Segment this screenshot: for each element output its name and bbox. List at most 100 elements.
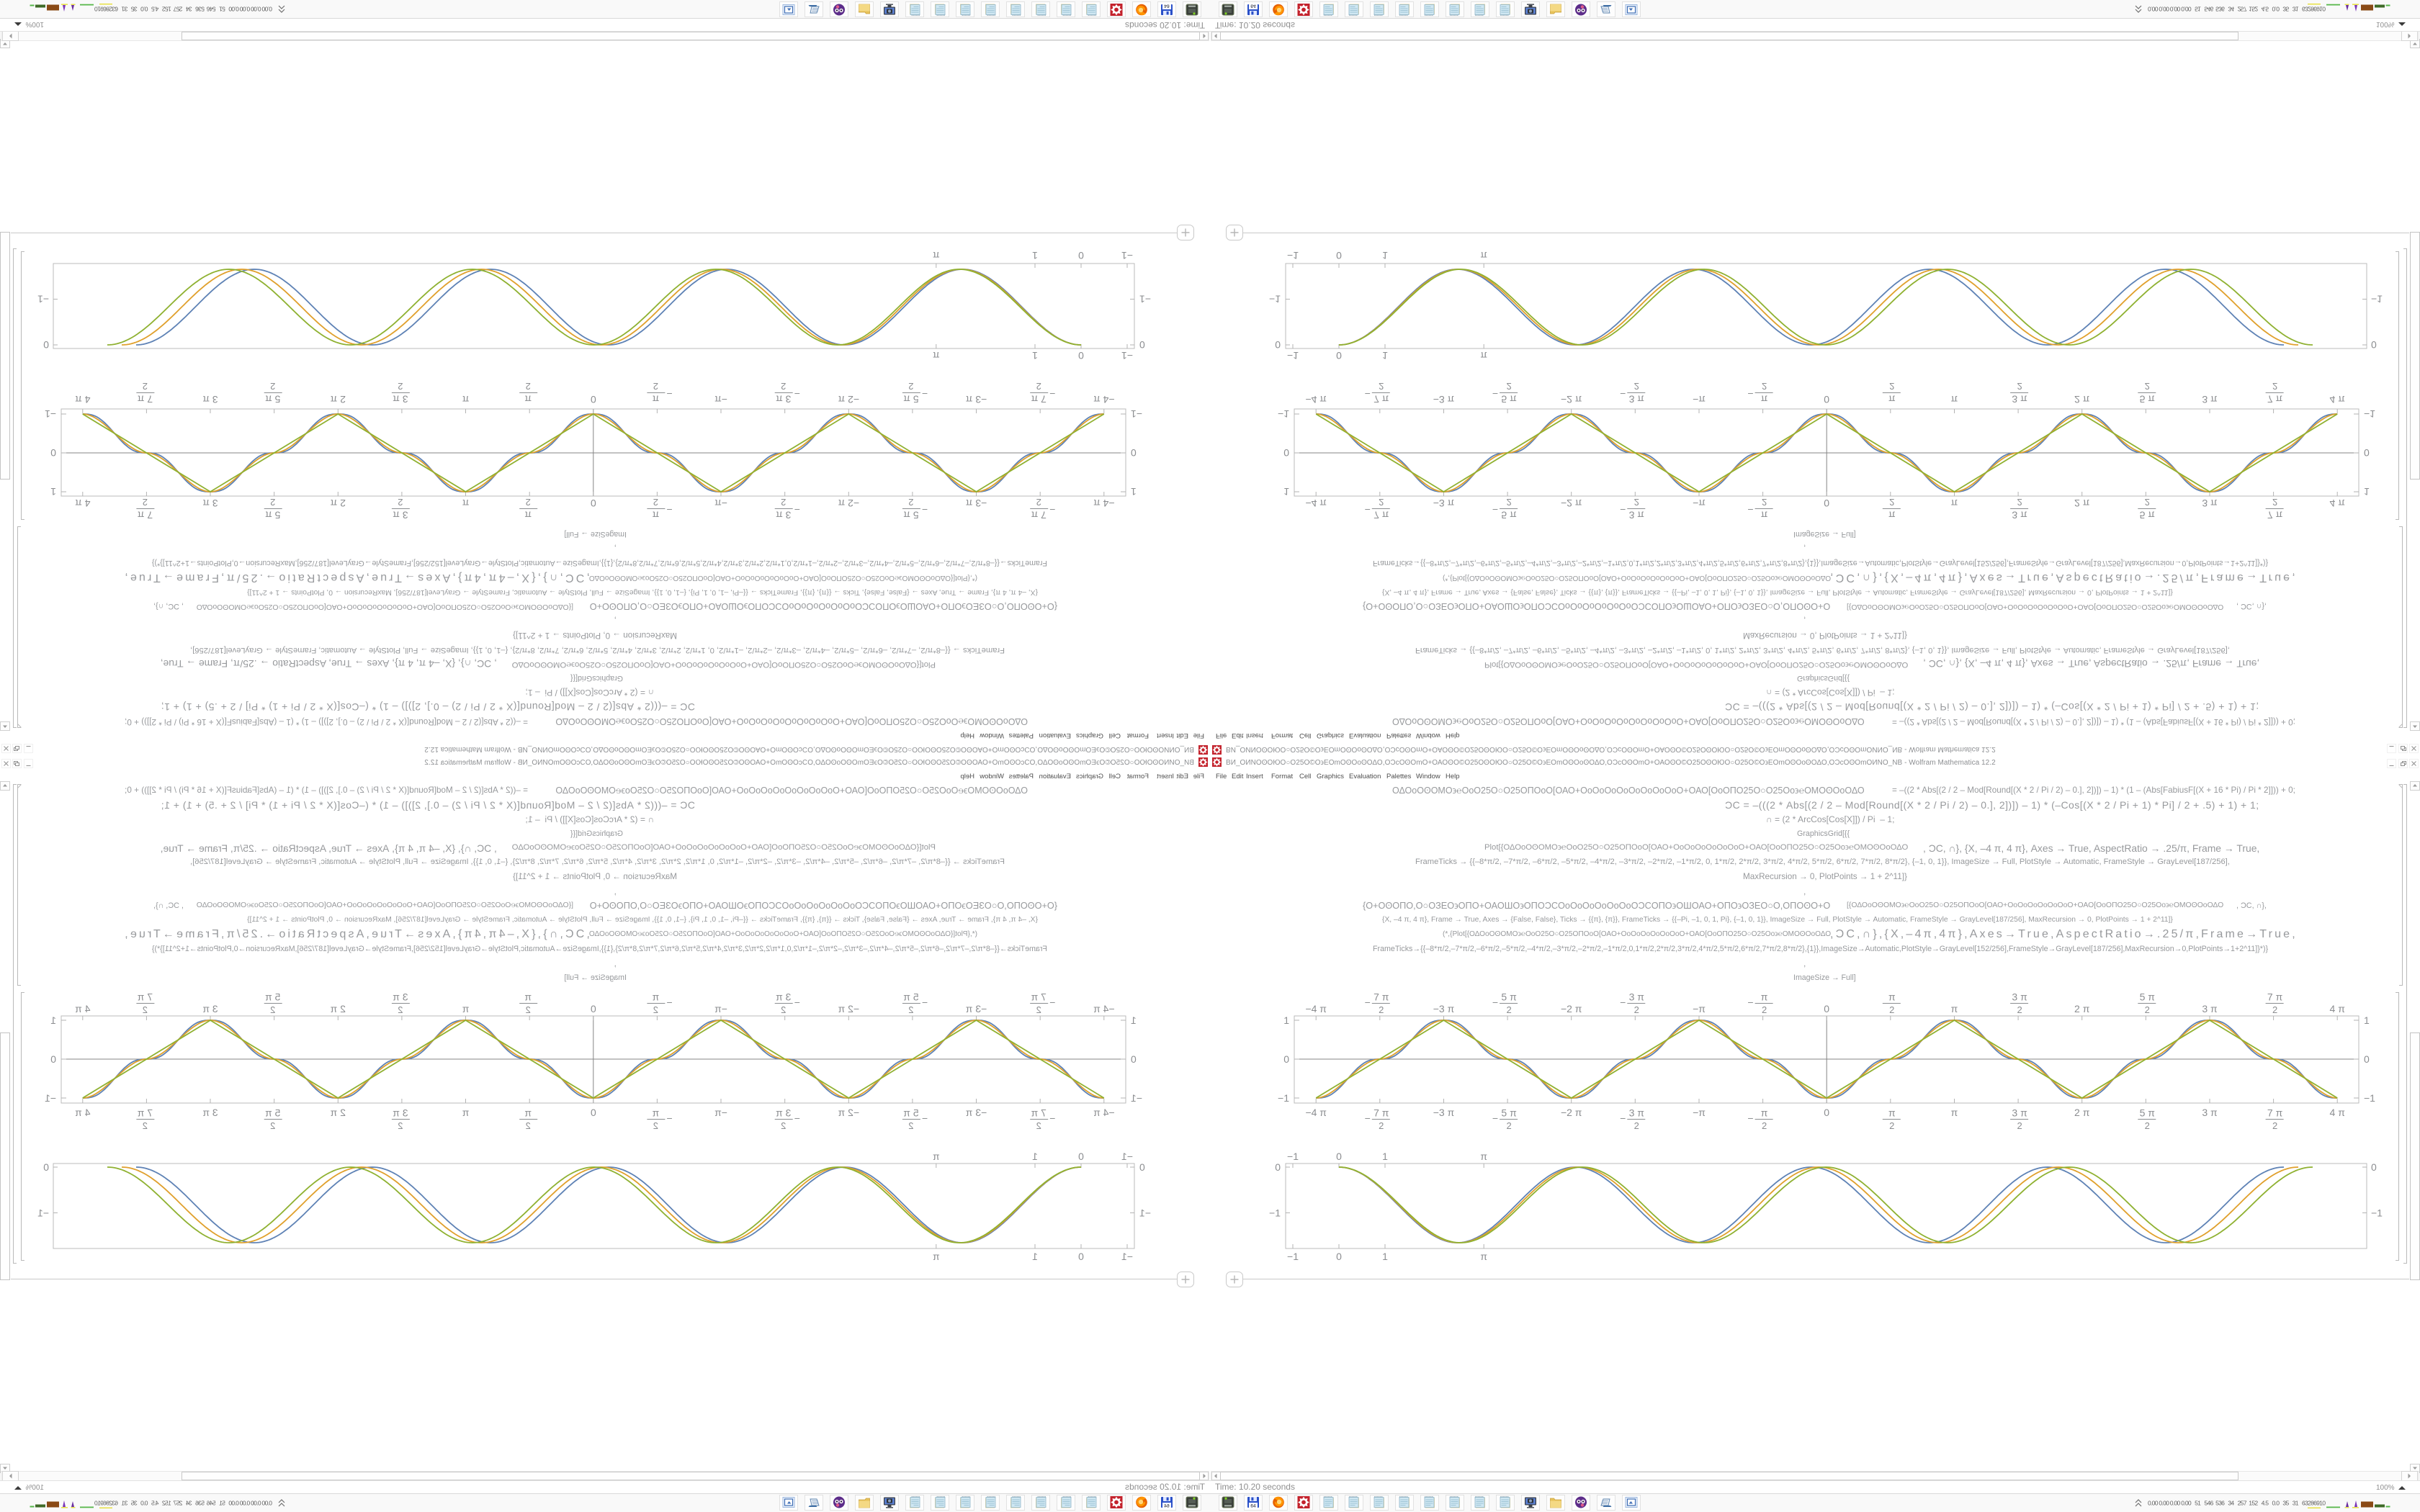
- svg-text:5 π: 5 π: [903, 991, 919, 1003]
- svg-text:−2 π: −2 π: [838, 498, 859, 509]
- svg-text:4 π: 4 π: [75, 394, 91, 405]
- svg-text:2 π: 2 π: [2074, 394, 2090, 405]
- svg-text:−3 π: −3 π: [965, 498, 987, 509]
- svg-text:π: π: [524, 510, 532, 521]
- svg-text:0: 0: [1131, 1053, 1137, 1065]
- svg-text:−: −: [666, 1112, 672, 1124]
- svg-text:−1: −1: [2371, 294, 2383, 305]
- svg-text:−: −: [666, 504, 672, 516]
- svg-text:2: 2: [1036, 1004, 1041, 1015]
- svg-text:7 π: 7 π: [137, 991, 153, 1003]
- svg-text:−1: −1: [1287, 1151, 1299, 1162]
- svg-text:0: 0: [1824, 498, 1829, 509]
- svg-text:−1: −1: [1278, 408, 1289, 420]
- svg-text:−1: −1: [45, 1092, 56, 1104]
- svg-text:−: −: [1049, 388, 1055, 400]
- svg-text:3 π: 3 π: [776, 510, 792, 521]
- svg-text:2: 2: [1506, 497, 1511, 508]
- svg-text:64: 64: [1164, 4, 1170, 9]
- svg-text:2: 2: [908, 1120, 913, 1131]
- svg-text:2: 2: [1762, 497, 1767, 508]
- svg-text:−: −: [922, 996, 928, 1008]
- svg-text:−4 π: −4 π: [1305, 1003, 1327, 1014]
- svg-text:π: π: [462, 498, 469, 509]
- svg-text:−1: −1: [2371, 1207, 2383, 1219]
- svg-text:2: 2: [908, 381, 913, 392]
- svg-text:π: π: [933, 250, 940, 261]
- svg-text:2: 2: [1634, 381, 1639, 392]
- svg-text:π: π: [652, 991, 659, 1003]
- svg-text:7 π: 7 π: [137, 394, 153, 405]
- svg-text:5 π: 5 π: [265, 510, 281, 521]
- svg-text:1: 1: [1283, 1014, 1289, 1026]
- svg-text:5 π: 5 π: [2140, 991, 2156, 1003]
- svg-text:−1: −1: [1121, 250, 1133, 261]
- svg-text:−: −: [1049, 996, 1055, 1008]
- svg-text:3 π: 3 π: [2012, 510, 2027, 521]
- svg-text:4 π: 4 π: [2330, 1003, 2346, 1014]
- svg-text:π: π: [1480, 1251, 1487, 1262]
- svg-text:2: 2: [143, 1004, 148, 1015]
- svg-text:−1: −1: [1287, 350, 1299, 361]
- svg-text:−: −: [1747, 996, 1753, 1008]
- svg-text:−1: −1: [2364, 1092, 2375, 1104]
- svg-text:−1: −1: [1131, 1092, 1142, 1104]
- svg-text:7 π: 7 π: [1373, 510, 1389, 521]
- svg-text:−: −: [1747, 1112, 1753, 1124]
- svg-text:−3 π: −3 π: [1433, 1003, 1455, 1014]
- svg-text:2: 2: [2017, 1004, 2022, 1015]
- svg-text:2: 2: [1634, 1120, 1639, 1131]
- svg-text:3 π: 3 π: [393, 991, 408, 1003]
- svg-text:5 π: 5 π: [265, 991, 281, 1003]
- svg-text:0: 0: [50, 1053, 56, 1065]
- svg-text:2: 2: [908, 497, 913, 508]
- svg-text:−3 π: −3 π: [1433, 498, 1455, 509]
- svg-text:−3 π: −3 π: [965, 1003, 987, 1014]
- svg-text:π: π: [1761, 510, 1768, 521]
- svg-text:2: 2: [526, 1120, 531, 1131]
- svg-text:0: 0: [591, 394, 596, 405]
- svg-text:1: 1: [2364, 486, 2370, 498]
- svg-text:−: −: [666, 388, 672, 400]
- svg-text:4 π: 4 π: [2330, 1107, 2346, 1118]
- svg-text:2: 2: [2017, 1120, 2022, 1131]
- svg-text:1: 1: [50, 1014, 56, 1026]
- svg-text:2: 2: [1889, 497, 1894, 508]
- svg-text:7 π: 7 π: [1031, 1107, 1047, 1119]
- svg-text:2: 2: [270, 1120, 275, 1131]
- svg-text:−: −: [1365, 1112, 1371, 1124]
- svg-text:2: 2: [398, 497, 403, 508]
- svg-text:0: 0: [1139, 1161, 1145, 1173]
- svg-text:2: 2: [1036, 1120, 1041, 1131]
- svg-text:−2 π: −2 π: [838, 1107, 859, 1118]
- svg-text:π: π: [1951, 1003, 1958, 1014]
- svg-text:2: 2: [398, 1120, 403, 1131]
- svg-text:0.00 0.00 0.00 0.00 51 546 5: 0.00 0.00 0.00 0.00 51 546 536 34 257 15…: [2148, 6, 2326, 13]
- svg-text:2: 2: [1379, 497, 1384, 508]
- svg-text:1: 1: [1032, 250, 1038, 261]
- svg-text:1: 1: [1382, 250, 1388, 261]
- svg-text:−π: −π: [714, 394, 727, 405]
- svg-text:1: 1: [50, 486, 56, 498]
- svg-text:7 π: 7 π: [2267, 510, 2283, 521]
- svg-text:7 π: 7 π: [2267, 1107, 2283, 1119]
- svg-text:2: 2: [1889, 381, 1894, 392]
- svg-text:0: 0: [1336, 1251, 1342, 1262]
- svg-text:5 π: 5 π: [1501, 991, 1517, 1003]
- svg-text:7 π: 7 π: [1373, 1107, 1389, 1119]
- svg-text:−2 π: −2 π: [838, 1003, 859, 1014]
- svg-text:2: 2: [1506, 381, 1511, 392]
- svg-text:−π: −π: [714, 1107, 727, 1118]
- svg-text:3 π: 3 π: [2202, 394, 2218, 405]
- svg-text:−2 π: −2 π: [1561, 394, 1582, 405]
- svg-text:2: 2: [1762, 1120, 1767, 1131]
- svg-text:3 π: 3 π: [2202, 1003, 2218, 1014]
- svg-text:2: 2: [143, 497, 148, 508]
- svg-text:2: 2: [270, 497, 275, 508]
- svg-text:−2 π: −2 π: [1561, 1003, 1582, 1014]
- svg-text:−: −: [1049, 504, 1055, 516]
- svg-text:π: π: [1951, 498, 1958, 509]
- svg-text:2: 2: [398, 1004, 403, 1015]
- svg-text:2 π: 2 π: [330, 1003, 346, 1014]
- svg-text:0: 0: [1283, 1053, 1289, 1065]
